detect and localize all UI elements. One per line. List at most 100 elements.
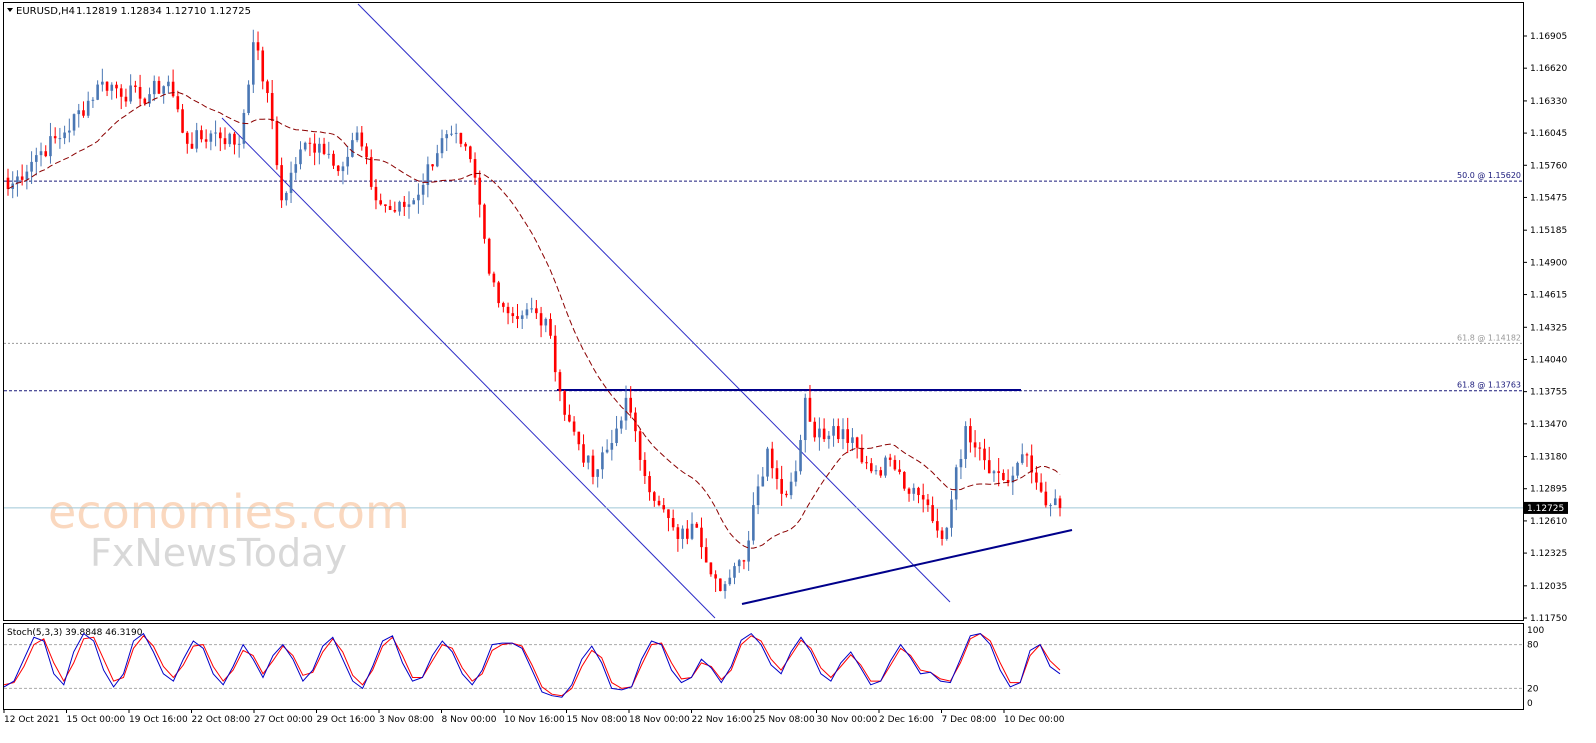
candle-body — [68, 130, 71, 133]
candle-body — [412, 200, 416, 205]
candle-body — [1053, 498, 1057, 506]
candle-body — [181, 109, 184, 133]
candle-body — [355, 132, 359, 141]
candle-body — [332, 153, 335, 166]
time-tick-label: 22 Oct 08:00 — [192, 715, 251, 725]
candle-body — [53, 136, 57, 139]
price-tick-label: 1.13470 — [1530, 420, 1567, 430]
price-pane-frame — [3, 2, 1524, 621]
candle-body — [209, 133, 213, 142]
candle-body — [855, 437, 859, 448]
candle-body — [119, 88, 123, 97]
candle-body — [841, 429, 845, 440]
symbol-label: EURUSD,H4 — [16, 6, 75, 17]
candle-body — [539, 313, 543, 326]
candle-body — [417, 194, 420, 201]
candle-body — [143, 98, 147, 104]
candle-body — [266, 81, 269, 94]
candle-body — [818, 428, 821, 438]
fib-level-label: 50.0 @ 1.15620 — [1457, 171, 1521, 180]
candle-body — [761, 476, 765, 487]
candle-body — [256, 42, 260, 51]
candle-body — [360, 132, 364, 147]
candle-body — [549, 318, 552, 336]
candle-body — [280, 165, 283, 201]
candle-body — [582, 444, 585, 463]
candle-body — [624, 397, 628, 421]
candle-body — [346, 156, 349, 167]
candle-body — [303, 142, 307, 150]
candle-body — [709, 562, 713, 575]
candle-body — [450, 133, 453, 135]
stoch-axis: 100 80 20 0 — [1527, 626, 1544, 709]
last-price-text: 1.12725 — [1527, 504, 1564, 514]
candle-body — [39, 151, 43, 156]
candle-body — [96, 84, 99, 100]
candle-body — [789, 481, 793, 496]
candle-body — [365, 146, 368, 158]
candle-body — [214, 132, 217, 134]
stoch-title: Stoch(5,3,3) 39.8848 46.3190 — [7, 628, 143, 638]
candle-body — [851, 437, 854, 443]
candle-body — [252, 42, 255, 85]
menu-triangle-icon[interactable] — [7, 8, 13, 12]
candle-body — [388, 206, 392, 210]
candle-body — [525, 309, 529, 316]
candle-body — [756, 486, 760, 506]
candle-body — [870, 463, 873, 472]
candle-body — [1020, 454, 1024, 463]
candle-body — [228, 133, 232, 145]
time-tick-label: 25 Nov 08:00 — [754, 715, 815, 725]
candle-body — [393, 209, 397, 212]
price-tick-label: 1.13755 — [1530, 388, 1567, 398]
candle-body — [115, 84, 118, 89]
candle-body — [737, 560, 741, 567]
candle-body — [690, 523, 694, 539]
candle-body — [435, 153, 439, 167]
candle-body — [695, 523, 699, 528]
candle-body — [629, 397, 633, 413]
candle-body — [742, 560, 746, 562]
candle-body — [318, 143, 321, 153]
candle-body — [322, 143, 326, 154]
candle-body — [185, 132, 189, 144]
candle-body — [799, 440, 802, 472]
stoch-tick-label: 0 — [1527, 699, 1533, 709]
candle-body — [992, 471, 996, 474]
candle-body — [190, 143, 194, 149]
price-tick-label: 1.15760 — [1530, 161, 1567, 171]
time-tick-label: 10 Dec 00:00 — [1004, 715, 1065, 725]
candle-body — [936, 521, 939, 531]
candle-body — [483, 204, 486, 239]
time-tick-label: 18 Nov 00:00 — [629, 715, 690, 725]
candle-body — [6, 177, 10, 189]
candle-body — [16, 176, 19, 184]
candle-body — [808, 397, 812, 422]
candle-body — [978, 447, 982, 449]
candle-body — [577, 431, 581, 445]
candle-body — [86, 100, 90, 116]
candle-body — [341, 166, 345, 172]
candle-body — [879, 470, 883, 476]
candle-body — [714, 574, 717, 579]
candle-body — [846, 429, 850, 443]
candle-body — [605, 449, 609, 453]
candle-body — [1030, 455, 1033, 473]
price-tick-label: 1.16620 — [1530, 64, 1567, 74]
price-tick-label: 1.15475 — [1530, 193, 1567, 203]
stoch-tick-label: 80 — [1527, 641, 1539, 651]
candle-body — [313, 143, 316, 153]
last-price-box — [1524, 501, 1568, 514]
candle-body — [662, 505, 666, 510]
time-tick-label: 15 Nov 08:00 — [567, 715, 628, 725]
candle-body — [888, 457, 892, 460]
candle-body — [704, 547, 708, 563]
candle-body — [82, 110, 85, 116]
candle-body — [502, 303, 505, 307]
candle-body — [138, 86, 142, 99]
candle-body — [954, 467, 958, 500]
candle-body — [289, 172, 293, 193]
candle-body — [884, 457, 887, 476]
candle-body — [242, 112, 246, 144]
price-tick-label: 1.12035 — [1530, 582, 1567, 592]
